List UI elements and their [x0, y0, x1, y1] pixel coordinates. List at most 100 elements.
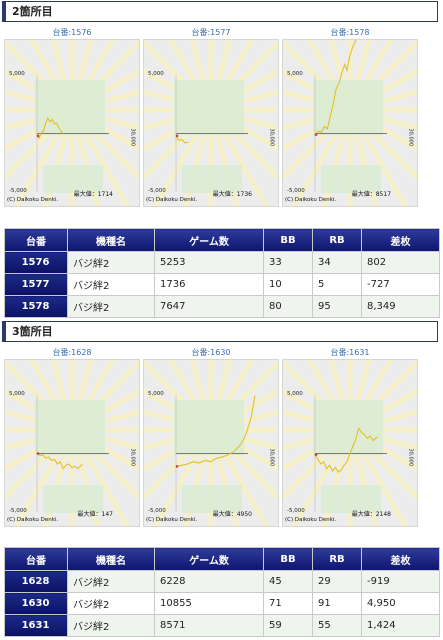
graph-start-marker — [314, 133, 318, 136]
x-tick-max: 30,000 — [129, 128, 135, 146]
bb-count-cell: 10 — [263, 273, 313, 296]
col-header-no: 台番 — [4, 228, 68, 252]
y-tick-top: 5,000 — [148, 391, 164, 397]
graph-svg — [144, 360, 278, 526]
rb-count-cell: 95 — [312, 295, 362, 318]
table-row[interactable]: 1578 バジ絆2 7647 80 95 8,349 — [4, 295, 440, 318]
machine-number-cell: 1631 — [4, 614, 68, 637]
slot-graph: 台番:1578 5,000 -5,000 30,000 最大値：8517 (C) Daik… — [282, 27, 418, 207]
x-tick-max: 30,000 — [407, 128, 413, 146]
col-header-diff: 差枚 — [361, 547, 440, 571]
graph-svg — [144, 40, 278, 206]
bg-decoration — [174, 80, 244, 135]
graph-line — [36, 453, 83, 470]
bg-decoration — [321, 485, 381, 513]
table-row[interactable]: 1628 バジ絆2 6228 45 29 -919 — [4, 570, 440, 593]
rb-count-cell: 55 — [312, 614, 362, 637]
graph-svg — [5, 40, 139, 206]
model-name-cell: バジ絆2 — [67, 614, 155, 637]
graph-title: 台番:1630 — [191, 348, 231, 357]
col-header-games: ゲーム数 — [154, 228, 264, 252]
graph-svg — [283, 360, 417, 526]
max-value-label: 最大値：1736 — [212, 191, 252, 198]
col-header-rb: RB — [312, 547, 362, 571]
bg-decoration — [313, 80, 383, 135]
bg-decoration — [35, 400, 105, 455]
slot-graph: 台番:1630 5,000 -5,000 30,000 最大値：4950 (C) Daik… — [143, 347, 279, 527]
graph-svg — [283, 40, 417, 206]
machine-number-cell: 1628 — [4, 570, 68, 593]
graph-title: 台番:1628 — [52, 348, 92, 357]
graph-start-marker — [36, 452, 40, 455]
bg-decoration — [182, 485, 242, 513]
slot-graph: 台番:1628 5,000 -5,000 30,000 最大値：147 (C) Daiko… — [4, 347, 140, 527]
graph-line — [314, 40, 357, 136]
y-tick-bottom: -5,000 — [9, 188, 27, 194]
copyright-text: (C) Daikoku Denki. — [285, 197, 337, 203]
rb-count-cell: 29 — [312, 570, 362, 593]
copyright-text: (C) Daikoku Denki. — [146, 517, 198, 523]
col-header-model: 機種名 — [67, 547, 155, 571]
graph-start-marker — [36, 134, 40, 138]
diff-cell: 8,349 — [361, 295, 440, 318]
x-tick-max: 30,000 — [407, 448, 413, 466]
max-value-label: 最大値：8517 — [351, 191, 391, 198]
graph-area: 5,000 -5,000 30,000 最大値：8517 (C) Daikoku Den… — [282, 39, 418, 207]
max-value-label: 最大値：2148 — [351, 511, 391, 518]
graph-title: 台番:1578 — [330, 28, 370, 37]
graph-line — [175, 135, 189, 144]
data-table-2: 台番 機種名 ゲーム数 BB RB 差枚 1628 バジ絆2 6228 45 29 -91… — [4, 547, 440, 637]
model-name-cell: バジ絆2 — [67, 273, 155, 296]
bb-count-cell: 71 — [263, 592, 313, 615]
y-tick-bottom: -5,000 — [148, 188, 166, 194]
model-name-cell: バジ絆2 — [67, 570, 155, 593]
slot-graph: 台番:1576 5,000 -5,000 30,000 最大値：1714 (C) Daik… — [4, 27, 140, 207]
rb-count-cell: 34 — [312, 251, 362, 274]
graph-title: 台番:1577 — [191, 28, 231, 37]
y-tick-top: 5,000 — [287, 71, 303, 77]
table-row[interactable]: 1630 バジ絆2 10855 71 91 4,950 — [4, 592, 440, 615]
y-tick-bottom: -5,000 — [9, 508, 27, 514]
graph-line — [314, 427, 378, 474]
y-tick-top: 5,000 — [9, 391, 25, 397]
max-value-label: 最大値：4950 — [212, 511, 252, 518]
max-value-label: 最大値：1714 — [73, 191, 113, 198]
machine-number-cell: 1577 — [4, 273, 68, 296]
graph-svg — [5, 360, 139, 526]
table-row[interactable]: 1631 バジ絆2 8571 59 55 1,424 — [4, 614, 440, 637]
copyright-text: (C) Daikoku Denki. — [285, 517, 337, 523]
game-count-cell: 1736 — [154, 273, 264, 296]
model-name-cell: バジ絆2 — [67, 592, 155, 615]
data-table-1: 台番 機種名 ゲーム数 BB RB 差枚 1576 バジ絆2 5253 33 34 802… — [4, 228, 440, 318]
graph-area: 5,000 -5,000 30,000 最大値：147 (C) Daikoku Denk… — [4, 359, 140, 527]
col-header-bb: BB — [263, 547, 313, 571]
slot-graph: 台番:1631 5,000 -5,000 30,000 最大値：2148 (C) Daik… — [282, 347, 418, 527]
diff-cell: -727 — [361, 273, 440, 296]
table-row[interactable]: 1577 バジ絆2 1736 10 5 -727 — [4, 273, 440, 296]
x-tick-max: 30,000 — [129, 448, 135, 466]
diff-cell: -919 — [361, 570, 440, 593]
section-title-2: 3箇所目 — [2, 321, 438, 342]
slot-graph: 台番:1577 5,000 -5,000 30,000 最大値：1736 (C) Daik… — [143, 27, 279, 207]
bg-decoration — [313, 400, 383, 455]
graph-start-marker — [175, 465, 179, 468]
table-row[interactable]: 1576 バジ絆2 5253 33 34 802 — [4, 251, 440, 274]
y-tick-bottom: -5,000 — [148, 508, 166, 514]
col-header-no: 台番 — [4, 547, 68, 571]
game-count-cell: 7647 — [154, 295, 264, 318]
col-header-rb: RB — [312, 228, 362, 252]
game-count-cell: 10855 — [154, 592, 264, 615]
machine-number-cell: 1576 — [4, 251, 68, 274]
copyright-text: (C) Daikoku Denki. — [7, 517, 59, 523]
col-header-games: ゲーム数 — [154, 547, 264, 571]
col-header-model: 機種名 — [67, 228, 155, 252]
bg-decoration — [43, 165, 103, 193]
y-tick-top: 5,000 — [148, 71, 164, 77]
graph-area: 5,000 -5,000 30,000 最大値：1736 (C) Daikoku Den… — [143, 39, 279, 207]
diff-cell: 4,950 — [361, 592, 440, 615]
bg-decoration — [174, 400, 244, 455]
y-tick-bottom: -5,000 — [287, 188, 305, 194]
section-title-1: 2箇所目 — [2, 1, 438, 22]
game-count-cell: 6228 — [154, 570, 264, 593]
diff-cell: 1,424 — [361, 614, 440, 637]
